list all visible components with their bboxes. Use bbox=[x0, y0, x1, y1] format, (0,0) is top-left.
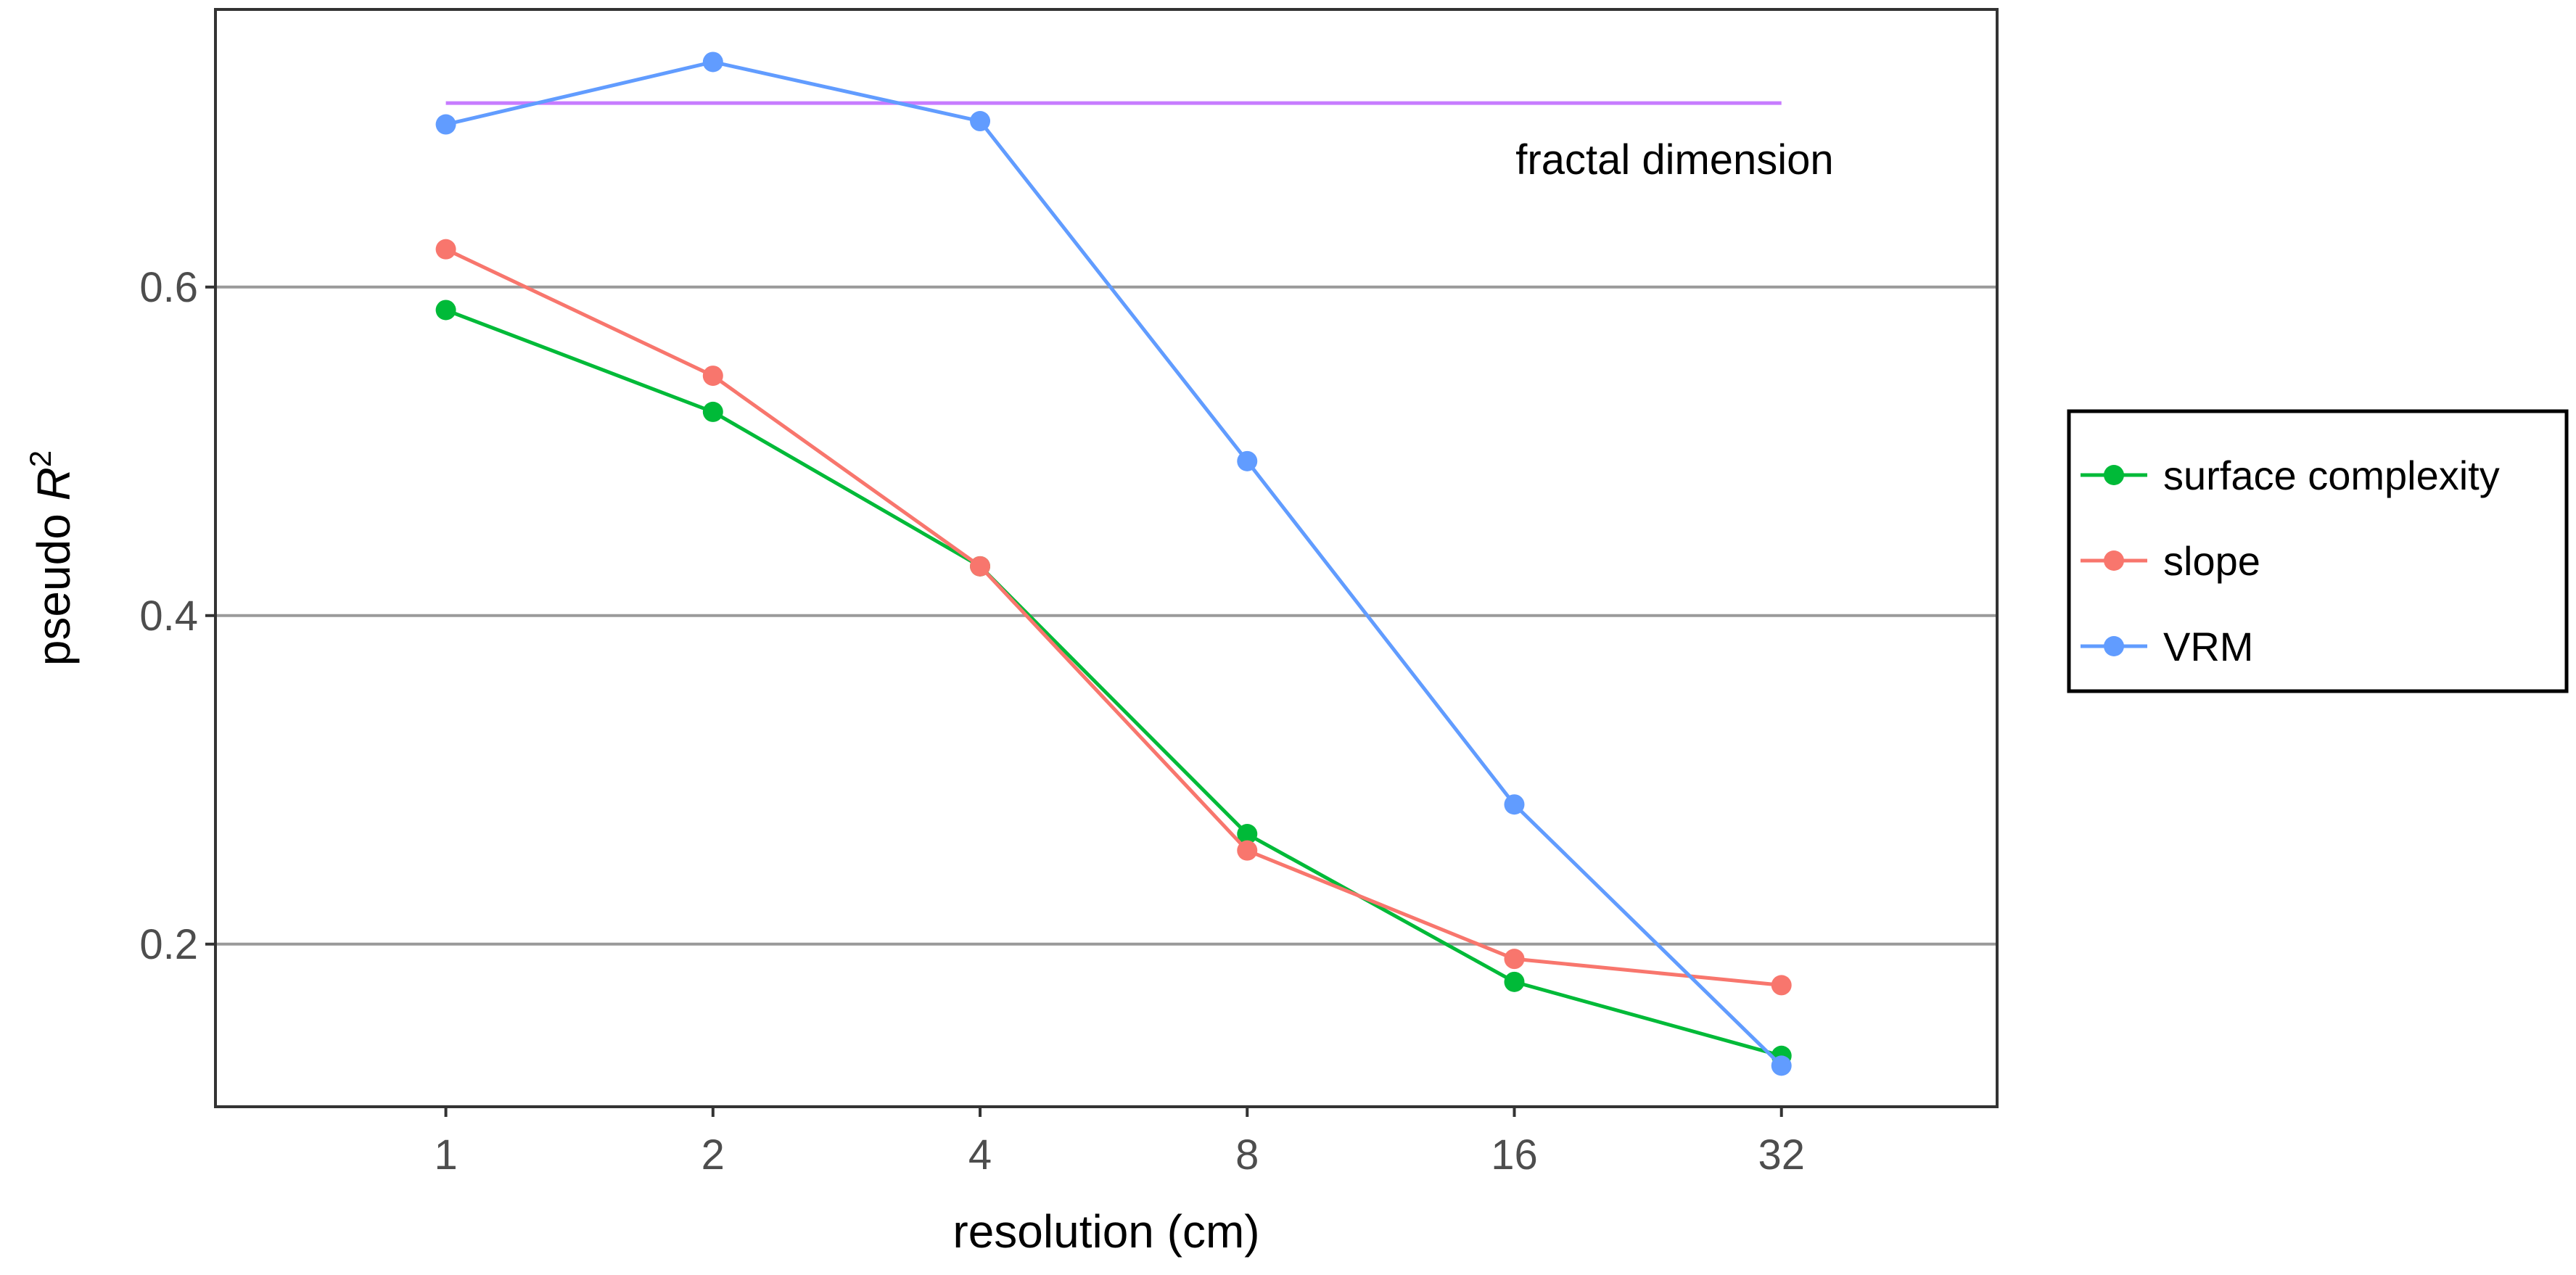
data-point-slope bbox=[970, 556, 991, 577]
legend-key-point-vrm bbox=[2104, 636, 2124, 656]
y-tick-label: 0.2 bbox=[139, 921, 198, 968]
axes: 0.2 0.4 0.6 1 2 4 8 16 32 bbox=[139, 264, 1805, 1179]
x-tick-label: 8 bbox=[1235, 1131, 1259, 1179]
data-point-slope bbox=[1504, 949, 1525, 970]
data-point-slope bbox=[435, 239, 456, 260]
data-point-vrm bbox=[970, 111, 991, 132]
data-point-surface-complexity bbox=[702, 401, 723, 422]
x-tick-label: 32 bbox=[1758, 1131, 1805, 1179]
data-point-surface-complexity bbox=[435, 300, 456, 321]
data-point-vrm bbox=[435, 114, 456, 135]
legend-key-point-surface-complexity bbox=[2104, 465, 2124, 485]
x-tick-label: 16 bbox=[1491, 1131, 1538, 1179]
data-point-surface-complexity bbox=[1504, 971, 1525, 992]
x-axis-title: resolution (cm) bbox=[952, 1205, 1259, 1258]
x-tick-label: 2 bbox=[701, 1131, 725, 1179]
x-tick-label: 4 bbox=[968, 1131, 992, 1179]
legend-label-vrm: VRM bbox=[2163, 624, 2253, 669]
data-point-vrm bbox=[1504, 794, 1525, 815]
data-point-surface-complexity bbox=[1237, 824, 1258, 845]
x-tick-label: 1 bbox=[434, 1131, 457, 1179]
series-group bbox=[435, 51, 1792, 1076]
legend-box bbox=[2067, 409, 2569, 693]
fractal-dimension-label: fractal dimension bbox=[1515, 136, 1833, 183]
data-point-vrm bbox=[702, 51, 723, 73]
data-point-vrm bbox=[1771, 1055, 1792, 1076]
y-tick-label: 0.4 bbox=[139, 593, 198, 640]
legend-label-surface-complexity: surface complexity bbox=[2163, 453, 2500, 498]
y-axis-title-text: pseudo bbox=[28, 513, 80, 666]
y-axis-title: pseudo R2 bbox=[23, 450, 80, 666]
reference-line-group: fractal dimension bbox=[445, 101, 1834, 183]
data-point-slope bbox=[1237, 840, 1258, 861]
y-axis-title-superscript: 2 bbox=[23, 450, 57, 467]
legend: surface complexity slope VRM bbox=[2067, 409, 2569, 693]
series-line-surface-complexity bbox=[445, 308, 1782, 1058]
legend-label-slope: slope bbox=[2163, 538, 2260, 584]
gridlines bbox=[215, 285, 1997, 946]
data-point-vrm bbox=[1237, 450, 1258, 471]
y-axis-title-italic: R bbox=[28, 467, 80, 500]
series-line-vrm bbox=[445, 59, 1783, 1068]
data-point-slope bbox=[1771, 975, 1792, 996]
y-tick-label: 0.6 bbox=[139, 264, 198, 311]
panel-border bbox=[214, 8, 1999, 1108]
series-line-slope bbox=[445, 247, 1782, 987]
data-point-slope bbox=[702, 366, 723, 387]
legend-key-point-slope bbox=[2104, 550, 2124, 571]
